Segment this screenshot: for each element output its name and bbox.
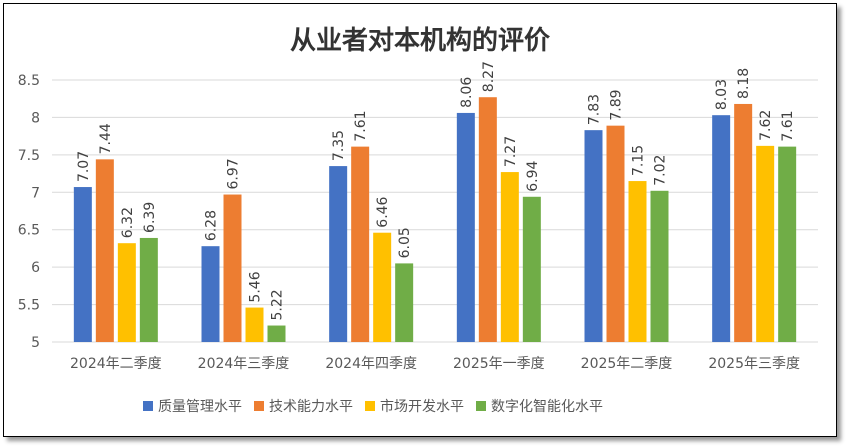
bar (606, 125, 625, 342)
legend-label: 数字化智能化水平 (491, 399, 603, 415)
x-tick-label: 2024年四季度 (325, 356, 417, 372)
y-tick-label: 6.5 (18, 223, 40, 239)
legend-swatch (476, 401, 486, 411)
data-label: 6.28 (204, 210, 220, 241)
bar (373, 232, 392, 342)
bar (522, 196, 541, 342)
x-tick-label: 2025年一季度 (453, 356, 545, 372)
x-tick-label: 2024年三季度 (198, 356, 290, 372)
data-label: 6.94 (525, 161, 541, 192)
data-label: 6.46 (375, 196, 391, 227)
data-label: 8.27 (481, 61, 497, 92)
y-tick-label: 8.5 (18, 73, 40, 89)
data-label: 7.44 (98, 123, 114, 154)
bar (201, 246, 220, 342)
legend-label: 技术能力水平 (269, 399, 353, 415)
y-tick-label: 7.5 (18, 148, 40, 164)
bar (478, 97, 497, 343)
x-tick-label: 2024年二季度 (70, 356, 162, 372)
bar (712, 115, 731, 342)
legend-swatch (143, 401, 153, 411)
data-label: 5.46 (248, 271, 264, 302)
bar (395, 263, 414, 342)
legend-swatch (365, 401, 375, 411)
bar (139, 237, 158, 342)
data-label: 7.02 (653, 155, 669, 186)
chart-title: 从业者对本机构的评价 (290, 25, 551, 56)
bar (456, 112, 475, 343)
data-label: 7.15 (631, 145, 647, 176)
data-label: 6.39 (142, 202, 158, 233)
data-label: 7.61 (353, 110, 369, 141)
y-tick-label: 5.5 (18, 298, 40, 314)
bar (734, 103, 753, 342)
data-label: 8.06 (459, 77, 475, 108)
bar (756, 145, 775, 342)
y-tick-label: 5 (31, 335, 40, 351)
bar (245, 307, 264, 342)
bar (117, 243, 136, 342)
data-label: 6.05 (397, 227, 413, 258)
bar (778, 146, 797, 342)
bar (95, 159, 114, 342)
data-label: 7.61 (780, 110, 796, 141)
data-label: 7.83 (587, 94, 603, 125)
x-tick-label: 2025年二季度 (581, 356, 673, 372)
x-tick-label: 2025年三季度 (708, 356, 800, 372)
bar (650, 190, 669, 342)
y-tick-label: 6 (31, 260, 40, 276)
data-label: 7.62 (758, 110, 774, 141)
data-label: 6.97 (226, 158, 242, 189)
data-label: 7.07 (76, 151, 92, 182)
bar (223, 194, 242, 342)
bar (329, 166, 348, 342)
bar (584, 130, 603, 342)
bar (267, 325, 286, 342)
data-label: 8.03 (714, 79, 730, 110)
y-tick-label: 8 (31, 110, 40, 126)
data-label: 8.18 (736, 68, 752, 99)
bar (500, 172, 519, 342)
data-label: 7.89 (609, 89, 625, 120)
bar (351, 146, 370, 342)
bar (628, 181, 647, 342)
legend-label: 市场开发水平 (380, 398, 464, 415)
data-label: 7.35 (331, 130, 347, 161)
data-label: 7.27 (503, 136, 519, 167)
y-tick-label: 7 (31, 185, 40, 201)
bar (73, 187, 92, 342)
data-label: 6.32 (120, 207, 136, 238)
chart-frame (3, 3, 837, 437)
legend-swatch (254, 401, 264, 411)
legend-label: 质量管理水平 (158, 399, 242, 415)
data-label: 5.22 (270, 289, 286, 320)
